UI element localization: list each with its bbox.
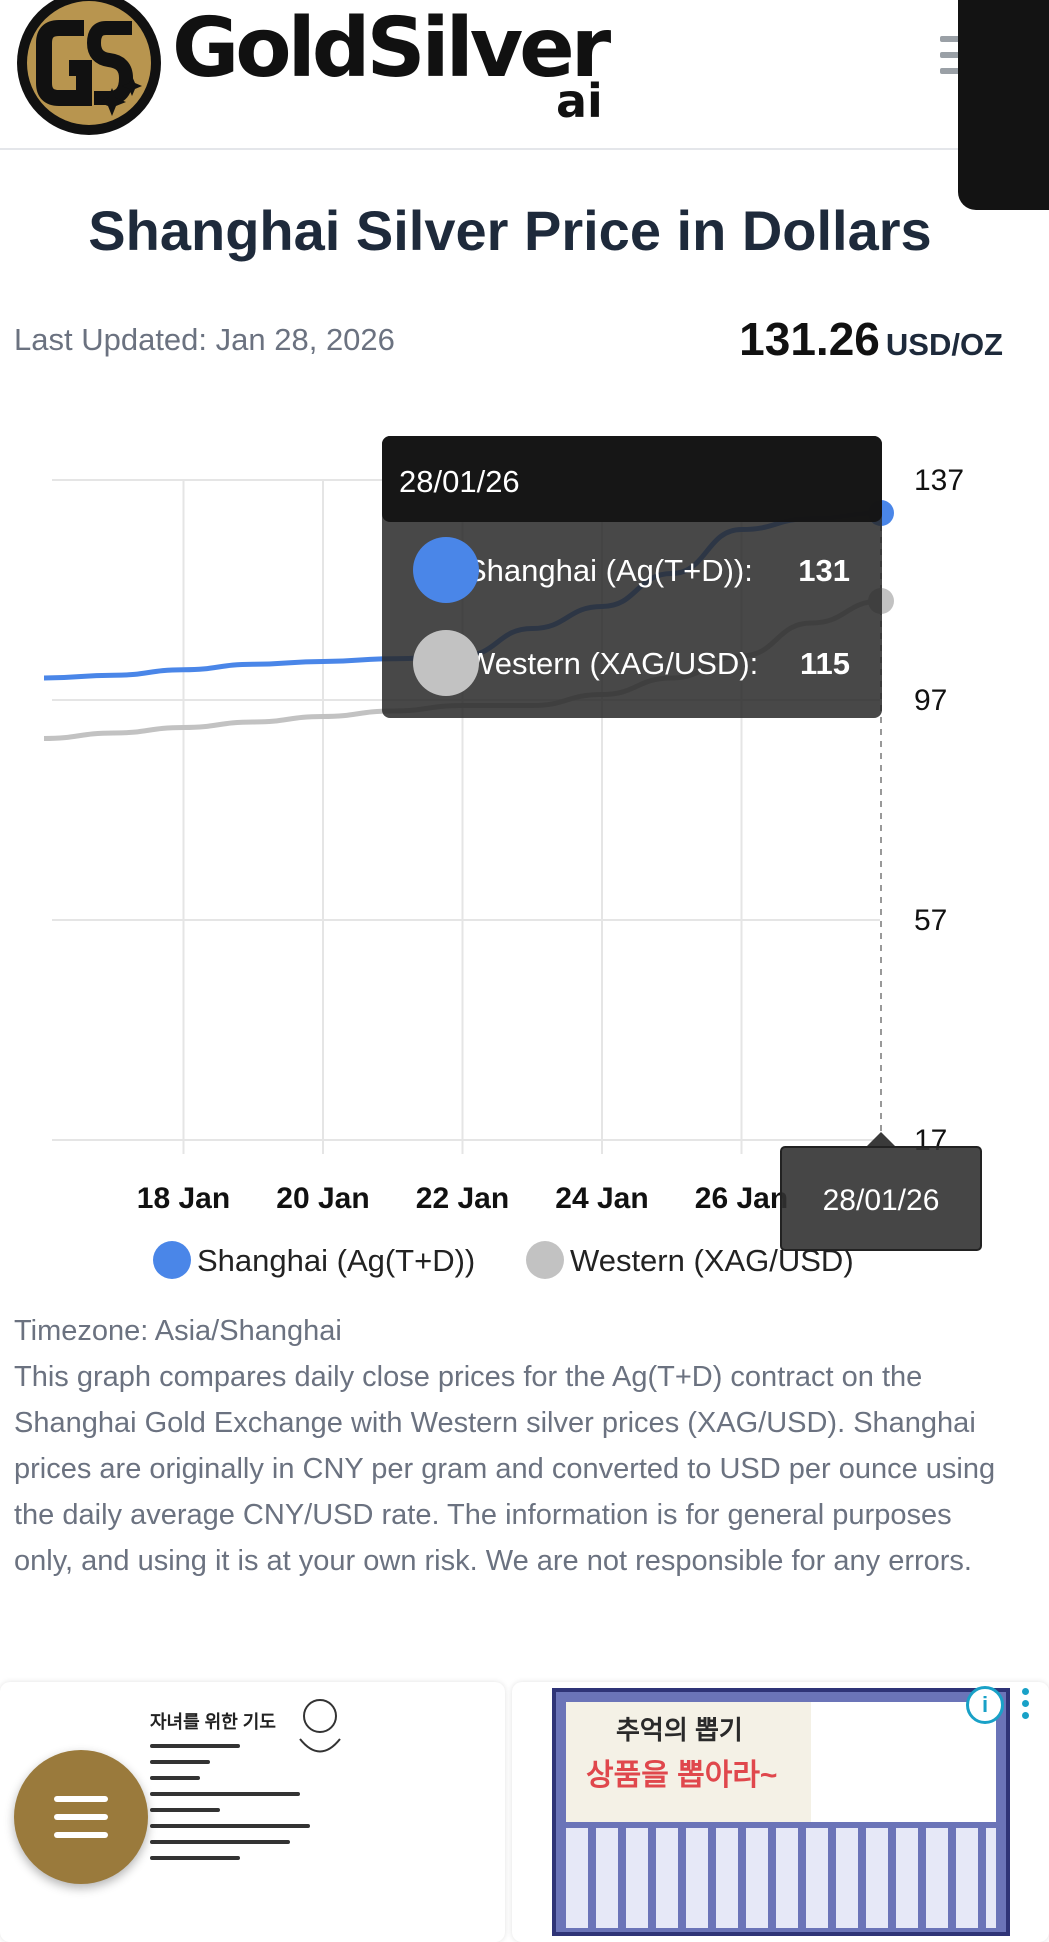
overlay-panel [958, 0, 1049, 210]
site-header: GoldSilver ai [0, 0, 1049, 210]
y-tick-label: 57 [914, 904, 947, 937]
tooltip-row-label: Shanghai (Ag(T+D)): [466, 553, 753, 588]
tooltip-row-value: 115 [800, 646, 850, 681]
tooltip-row-value: 131 [798, 553, 850, 588]
x-tick-label: 24 Jan [555, 1182, 648, 1215]
praying-figure-icon [299, 1699, 341, 1753]
axis-tooltip-label: 28/01/26 [823, 1184, 940, 1217]
ad-right-card: 추억의 뽑기 상품을 뽑아라~ [552, 1688, 1010, 1936]
brand-name[interactable]: GoldSilver [172, 1, 611, 96]
legend-label: Shanghai (Ag(T+D)) [197, 1243, 475, 1278]
tooltip-swatch [413, 537, 479, 603]
x-tick-label: 22 Jan [416, 1182, 509, 1215]
goldsilver-logo-icon[interactable] [14, 0, 164, 138]
legend-label: Western (XAG/USD) [570, 1243, 854, 1278]
page-title: Shanghai Silver Price in Dollars [88, 199, 932, 262]
brand-suffix: ai [556, 74, 603, 128]
timezone-note: Timezone: Asia/Shanghai [14, 1315, 342, 1347]
tooltip-date: 28/01/26 [399, 464, 520, 499]
price-unit: USD/OZ [885, 327, 1003, 362]
ad-info-icon[interactable]: i [966, 1686, 1004, 1724]
ad-right-cells [566, 1828, 996, 1928]
tooltip-row-label: Western (XAG/USD): [466, 646, 758, 681]
ad-right-top [566, 1702, 816, 1822]
ad-more-options-icon[interactable] [1022, 1688, 1030, 1724]
chart-description: Timezone: Asia/Shanghai This graph compa… [14, 1308, 1014, 1584]
ad-left-title: 자녀를 위한 기도 [150, 1712, 276, 1732]
current-price: 131.26 USD/OZ [739, 312, 1003, 366]
description-text: This graph compares daily close prices f… [14, 1361, 996, 1577]
tooltip-swatch [413, 630, 479, 696]
ad-banner-right[interactable]: 추억의 뽑기 상품을 뽑아라~ [512, 1682, 1049, 1942]
floating-menu-button[interactable] [14, 1750, 148, 1884]
ad-right-subtitle: 상품을 뽑아라~ [586, 1759, 778, 1792]
last-updated: Last Updated: Jan 28, 2026 [14, 322, 395, 357]
y-tick-label: 97 [914, 684, 947, 717]
x-tick-label: 18 Jan [137, 1182, 230, 1215]
tooltip-header [382, 436, 882, 522]
legend-swatch [153, 1241, 191, 1279]
axis-tooltip-pointer [865, 1132, 897, 1148]
ad-right-grid [811, 1702, 996, 1822]
legend-swatch [526, 1241, 564, 1279]
hamburger-menu-icon[interactable] [940, 36, 968, 78]
x-tick-label: 26 Jan [695, 1182, 788, 1215]
price-value: 131.26 [739, 313, 880, 365]
x-tick-label: 20 Jan [276, 1182, 369, 1215]
ad-left-text-lines [150, 1744, 450, 1872]
axis-tooltip-box [780, 1146, 982, 1251]
y-tick-label: 137 [914, 464, 964, 497]
ad-right-title: 추억의 뽑기 [616, 1715, 743, 1745]
